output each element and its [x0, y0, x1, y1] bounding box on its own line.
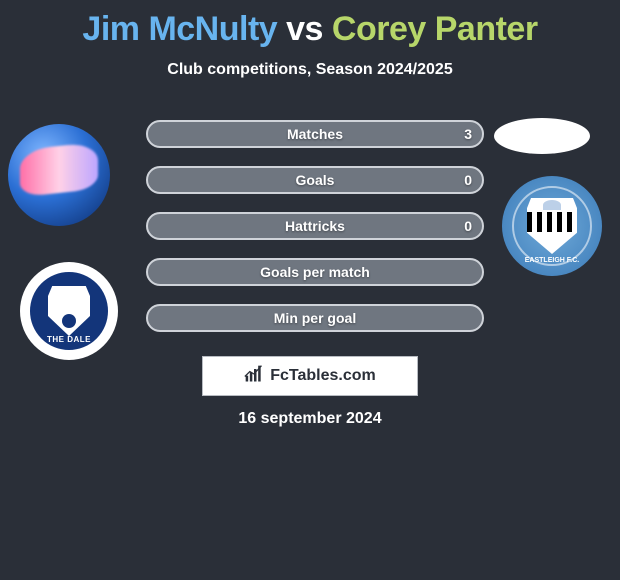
stat-label: Goals per match: [260, 264, 370, 280]
stats-container: Matches 3 Goals 0 Hattricks 0 Goals per match M…: [140, 120, 490, 332]
stat-pill: Goals per match: [146, 258, 484, 286]
brand-text: FcTables.com: [270, 367, 376, 385]
date-text: 16 september 2024: [0, 410, 620, 428]
player1-name: Jim McNulty: [82, 10, 277, 48]
subtitle: Club competitions, Season 2024/2025: [0, 61, 620, 79]
stat-value-right: 0: [464, 172, 472, 188]
bar-chart-icon: [244, 364, 264, 389]
brand-badge: FcTables.com: [202, 356, 418, 396]
comparison-title: Jim McNulty vs Corey Panter: [0, 0, 620, 49]
stat-row: Min per goal: [140, 304, 490, 332]
player2-name: Corey Panter: [332, 10, 538, 48]
player2-avatar: [494, 118, 590, 154]
stat-row: Goals per match: [140, 258, 490, 286]
stat-pill: Goals 0: [146, 166, 484, 194]
stat-row: Hattricks 0: [140, 212, 490, 240]
stat-pill: Matches 3: [146, 120, 484, 148]
stat-pill: Min per goal: [146, 304, 484, 332]
stat-row: Goals 0: [140, 166, 490, 194]
player1-club-crest: THE DALE: [20, 262, 118, 360]
stat-label: Matches: [287, 126, 343, 142]
stat-value-right: 0: [464, 218, 472, 234]
player1-club-text: THE DALE: [30, 335, 108, 344]
stat-pill: Hattricks 0: [146, 212, 484, 240]
stat-label: Hattricks: [285, 218, 345, 234]
stat-label: Min per goal: [274, 310, 356, 326]
player2-club-text: EASTLEIGH F.C.: [502, 257, 602, 264]
vs-text: vs: [286, 10, 323, 48]
stat-value-right: 3: [464, 126, 472, 142]
player1-avatar: [8, 124, 110, 226]
player2-club-crest: EASTLEIGH F.C.: [502, 176, 602, 276]
stat-label: Goals: [296, 172, 335, 188]
stat-row: Matches 3: [140, 120, 490, 148]
